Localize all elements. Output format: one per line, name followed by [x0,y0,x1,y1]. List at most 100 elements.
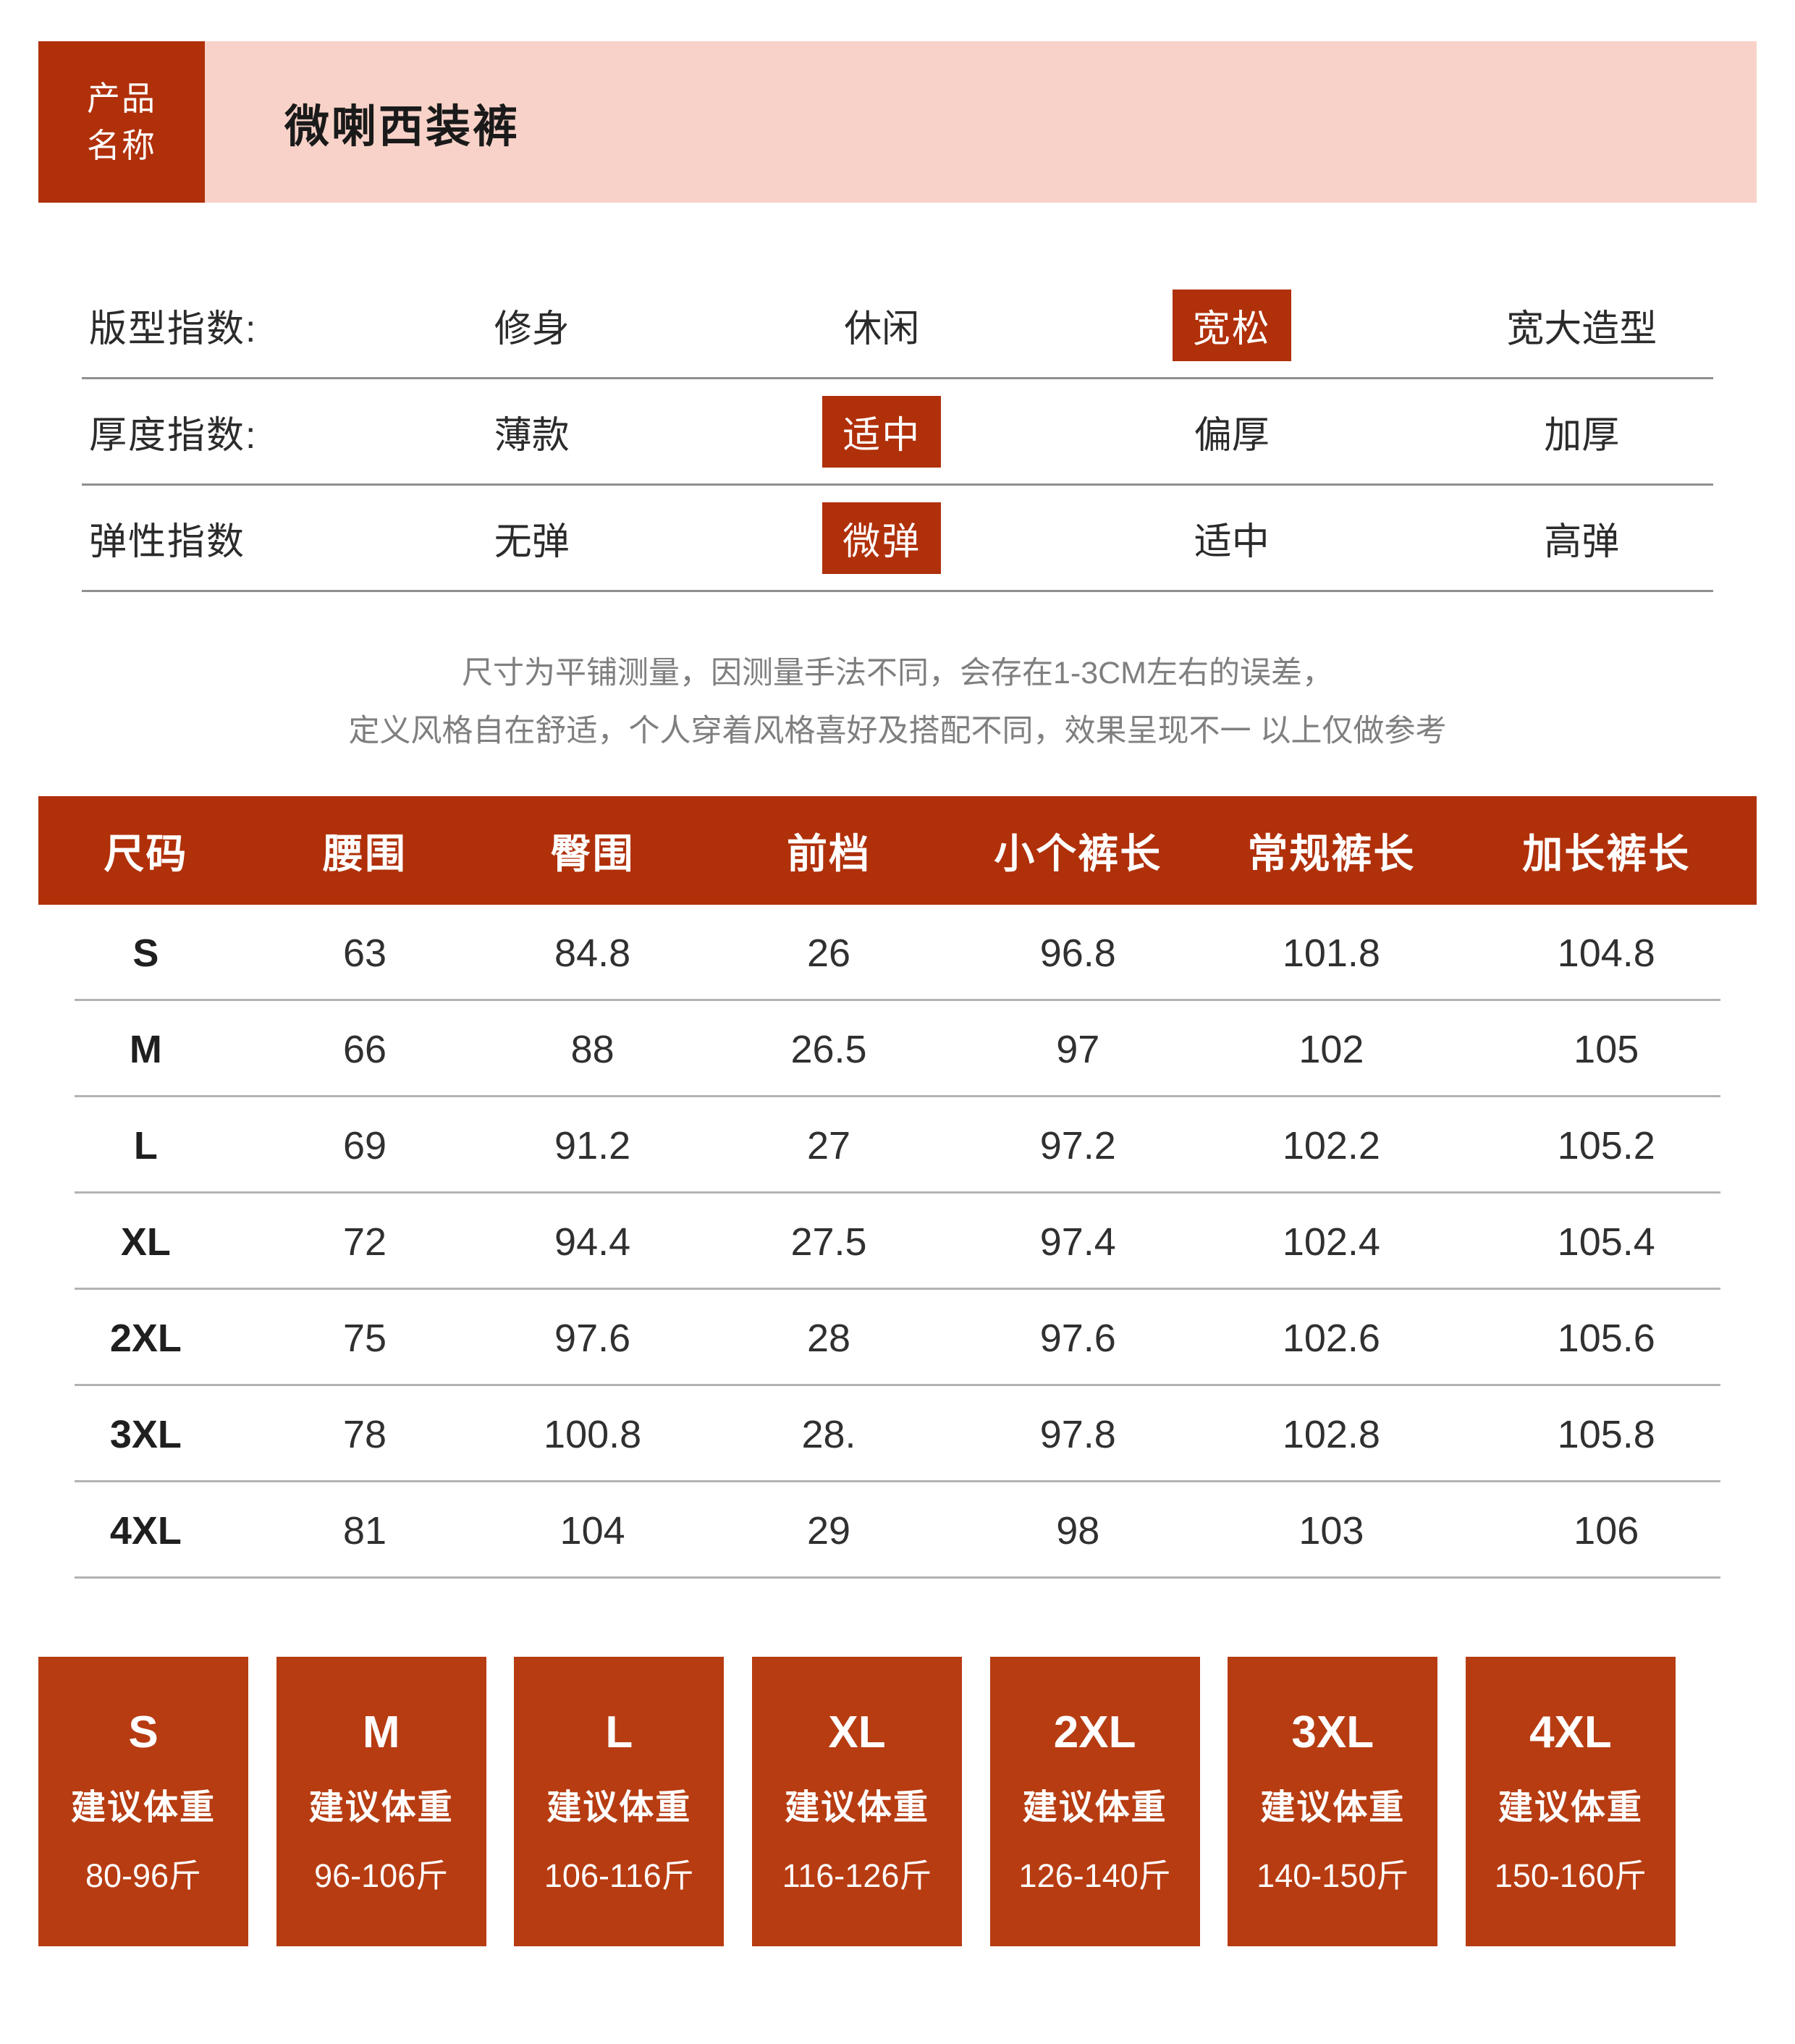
value-cell: 98 [1056,1508,1100,1553]
value-cell: 26.5 [790,1027,867,1071]
value-cell: 97.6 [1039,1316,1116,1360]
weight-box-range: 140-150斤 [1256,1857,1409,1894]
size-cell: L [133,1123,158,1167]
divider [82,590,1713,592]
value-cell: 96.8 [1039,931,1116,975]
option-highlighted: 微弹 [822,502,942,574]
option-cell: 适中 [707,395,1057,468]
option-highlighted: 宽松 [1172,289,1291,361]
table-row: XL 72 94.4 27.5 97.4 102.4 105.4 [38,1194,1757,1290]
weight-box-size: M [362,1707,400,1757]
weight-box-label: 建议体重 [546,1788,692,1827]
option-cell: 偏厚 [1057,405,1407,459]
weight-box-label: 建议体重 [784,1788,929,1827]
weight-box: M 建议体重 96-106斤 [276,1657,486,1946]
index-row-label: 版型指数: [89,308,258,350]
value-cell: 27.5 [790,1220,867,1264]
table-header-cell: 常规裤长 [1247,830,1416,877]
size-cell: 4XL [109,1508,182,1553]
table-header-cell: 加长裤长 [1522,830,1691,877]
option-label: 偏厚 [1194,414,1270,457]
value-cell: 102.4 [1282,1220,1380,1264]
value-cell: 105.4 [1557,1220,1655,1264]
option-label: 加厚 [1544,414,1620,457]
weight-box-range: 96-106斤 [314,1857,449,1894]
value-cell: 105.8 [1557,1412,1655,1456]
weight-box-label: 建议体重 [1022,1788,1167,1827]
value-cell: 97.2 [1039,1123,1116,1167]
size-cell: 3XL [109,1412,182,1456]
weight-box-range: 126-140斤 [1018,1857,1171,1894]
table-row: S 63 84.8 26 96.8 101.8 104.8 [38,905,1757,1001]
value-cell: 97.6 [554,1316,631,1360]
weight-boxes: S 建议体重 80-96斤 M 建议体重 96-106斤 L 建议体重 106-… [38,1657,1676,1946]
option-label: 薄款 [494,414,570,457]
value-cell: 103 [1298,1508,1364,1553]
value-cell: 105.2 [1557,1123,1655,1167]
weight-box-range: 106-116斤 [544,1857,694,1894]
weight-box-range: 116-126斤 [782,1857,932,1894]
weight-box-label: 建议体重 [70,1788,216,1827]
weight-box-size: L [605,1707,633,1757]
option-highlighted: 适中 [822,395,942,468]
value-cell: 104 [559,1508,625,1553]
index-row-elasticity: 弹性指数 无弹 微弹 适中 高弹 [38,486,1757,590]
value-cell: 97.8 [1039,1412,1116,1456]
option-label: 高弹 [1544,520,1620,563]
option-label: 修身 [494,308,570,350]
value-cell: 102.8 [1282,1412,1380,1456]
value-cell: 66 [343,1027,387,1071]
table-row: 3XL 78 100.8 28. 97.8 102.8 105.8 [38,1386,1757,1482]
weight-box-range: 80-96斤 [85,1857,202,1894]
table-row: 4XL 81 104 29 98 103 106 [38,1482,1757,1579]
product-header: 产品 名称 微喇西装裤 [38,41,1757,203]
table-row: L 69 91.2 27 97.2 102.2 105.2 [38,1097,1757,1194]
index-row-thickness: 厚度指数: 薄款 适中 偏厚 加厚 [38,379,1757,483]
disclaimer-line-1: 尺寸为平铺测量，因测量手法不同，会存在1-3CM左右的误差， [461,656,1334,691]
weight-box-size: 3XL [1291,1707,1374,1757]
product-name: 微喇西装裤 [284,101,520,152]
value-cell: 97.4 [1039,1220,1116,1264]
weight-box: 3XL 建议体重 140-150斤 [1228,1657,1438,1946]
index-row-fit: 版型指数: 修身 休闲 宽松 宽大造型 [38,273,1757,377]
weight-box-label: 建议体重 [1260,1788,1406,1827]
size-table: 尺码 腰围 臀围 前档 小个裤长 常规裤长 加长裤长 S 63 84.8 26 … [38,796,1757,1579]
weight-box-size: 4XL [1529,1707,1612,1757]
value-cell: 69 [343,1123,387,1167]
weight-box: XL 建议体重 116-126斤 [751,1657,962,1946]
disclaimer-line-2: 定义风格自在舒适，个人穿着风格喜好及搭配不同，效果呈现不一 以上仅做参考 [348,714,1447,748]
value-cell: 91.2 [554,1123,631,1167]
option-cell: 微弹 [707,502,1057,574]
value-cell: 28 [806,1316,851,1360]
value-cell: 105 [1574,1027,1639,1071]
size-cell: M [129,1027,162,1071]
value-cell: 88 [570,1027,614,1071]
value-cell: 72 [343,1220,387,1264]
value-cell: 63 [343,931,387,975]
table-header-cell: 小个裤长 [994,830,1162,877]
value-cell: 75 [343,1316,387,1360]
option-cell: 无弹 [357,511,707,565]
weight-box-size: XL [828,1707,886,1757]
product-label-line1: 产品 [87,80,156,118]
weight-box-label: 建议体重 [308,1788,454,1827]
value-cell: 105.6 [1557,1316,1655,1360]
option-label: 宽大造型 [1506,308,1657,350]
table-header-cell: 腰围 [323,830,407,877]
option-cell: 修身 [357,298,707,352]
table-row: M 66 88 26.5 97 102 105 [38,1001,1757,1097]
value-cell: 102 [1298,1027,1364,1071]
product-label-line2: 名称 [87,126,156,164]
divider [82,483,1713,486]
value-cell: 84.8 [554,931,631,975]
weight-box: L 建议体重 106-116斤 [514,1657,725,1946]
value-cell: 100.8 [544,1412,642,1456]
value-cell: 28. [801,1412,856,1456]
value-cell: 78 [343,1412,387,1456]
weight-box-size: 2XL [1053,1707,1136,1757]
value-cell: 102.2 [1282,1123,1380,1167]
value-cell: 94.4 [554,1220,631,1264]
option-cell: 休闲 [707,298,1057,352]
value-cell: 97 [1056,1027,1100,1071]
